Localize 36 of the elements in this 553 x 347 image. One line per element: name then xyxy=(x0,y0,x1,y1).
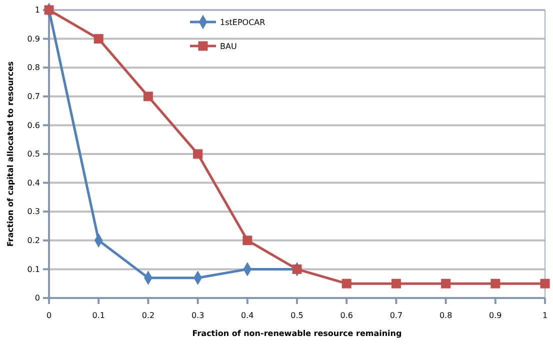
point xyxy=(193,149,203,159)
point xyxy=(242,236,252,246)
point xyxy=(292,264,302,274)
point xyxy=(540,278,550,288)
point xyxy=(94,34,104,44)
x-tick-label: 0.7 xyxy=(390,311,403,320)
x-tick-label: 0.6 xyxy=(340,311,353,320)
y-tick-label: 0.4 xyxy=(27,178,40,188)
x-tick-label: 0.3 xyxy=(191,311,204,320)
x-tick-label: 0.2 xyxy=(142,311,155,320)
y-tick-label: 0.1 xyxy=(27,264,40,274)
y-tick-label: 0.8 xyxy=(27,63,40,72)
point xyxy=(342,278,352,288)
legend-label: 1stEPOCAR xyxy=(220,18,266,27)
y-tick-label: 1 xyxy=(34,6,40,15)
y-tick-label: 0.9 xyxy=(27,34,40,44)
point xyxy=(490,278,500,288)
x-tick-label: 0.1 xyxy=(92,311,105,320)
point xyxy=(441,278,451,288)
x-tick-label: 0.8 xyxy=(439,311,452,320)
y-tick-label: 0 xyxy=(34,294,40,303)
y-tick-label: 0.3 xyxy=(27,207,40,216)
y-tick-label: 0.5 xyxy=(27,150,40,159)
legend-label: BAU xyxy=(220,42,237,51)
y-tick-label: 0.2 xyxy=(27,236,40,245)
point xyxy=(391,278,401,288)
point xyxy=(143,92,153,102)
y-tick-label: 0.6 xyxy=(27,120,40,130)
x-axis-title: Fraction of non-renewable resource remaining xyxy=(192,329,402,338)
x-tick-label: 0.5 xyxy=(290,311,304,320)
y-axis-title: Fraction of capital allocated to resources xyxy=(6,61,15,247)
x-tick-label: 0.9 xyxy=(489,311,502,320)
x-tick-label: 0.4 xyxy=(241,311,254,320)
x-tick-label: 0 xyxy=(46,311,52,320)
y-tick-label: 0.7 xyxy=(27,92,40,101)
x-tick-label: 1 xyxy=(542,311,548,320)
